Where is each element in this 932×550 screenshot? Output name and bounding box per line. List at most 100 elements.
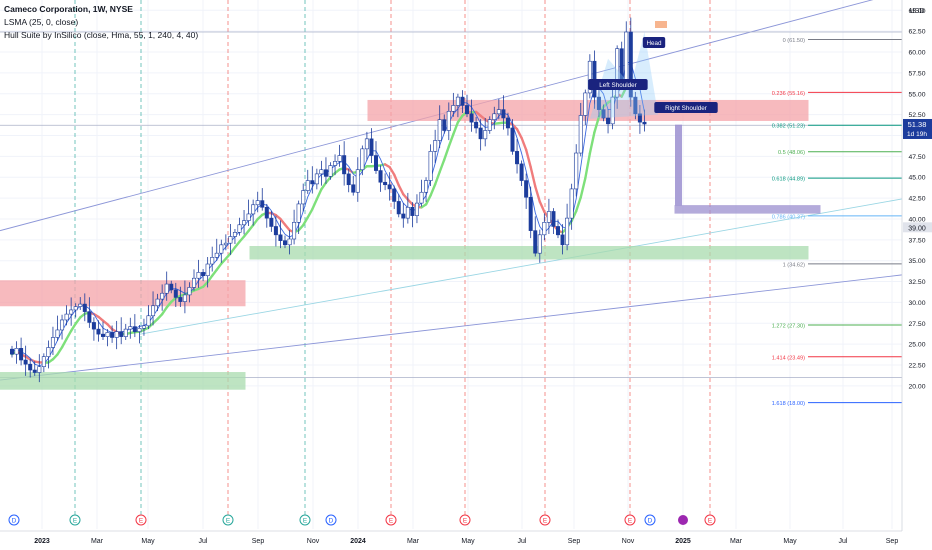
hull-seg-93	[429, 183, 437, 197]
hull-seg-99	[456, 114, 464, 124]
candle-body-32	[155, 298, 160, 307]
candle-65	[305, 169, 310, 194]
candle-55	[260, 188, 265, 211]
event-badge-label-10: D	[648, 518, 653, 525]
candle-body-120	[555, 226, 560, 236]
candle-body-43	[205, 263, 210, 277]
y-tick-1: 22.50	[908, 363, 925, 370]
candle-body-14	[73, 306, 78, 311]
event-badge-label-5: D	[329, 518, 334, 525]
hull-seg-114	[524, 148, 532, 169]
indicator-lsma[interactable]: LSMA (25, 0, close)	[4, 17, 79, 27]
candle-body-93	[433, 140, 438, 152]
candle-body-97	[451, 105, 456, 112]
label-left-shoulder: Left Shoulder	[599, 82, 636, 89]
candle-138	[637, 104, 642, 134]
candle-body-22	[110, 332, 115, 338]
candle-64	[301, 183, 306, 212]
candle-99	[460, 90, 465, 113]
candle-88	[410, 202, 415, 228]
indicator-hull[interactable]: Hull Suite by InSilico (close, Hma, 55, …	[4, 30, 199, 40]
candle-body-40	[192, 277, 197, 288]
hull-seg-97	[447, 132, 455, 148]
hull-seg-65	[302, 216, 309, 227]
candle-35	[169, 280, 174, 294]
event-badge-label-4: E	[303, 518, 308, 525]
x-tick-10: Sep	[568, 538, 581, 545]
candle-body-51	[242, 220, 247, 226]
candle-body-85	[396, 201, 401, 215]
x-tick-12: 2025	[675, 538, 691, 545]
x-tick-2: May	[141, 538, 155, 545]
candle-110	[510, 119, 515, 155]
y-tick-17: 62.50	[908, 29, 925, 36]
x-tick-7: Mar	[407, 538, 420, 545]
candle-130	[601, 104, 606, 122]
candle-body-68	[319, 169, 324, 175]
candle-49	[232, 228, 237, 244]
candle-body-104	[483, 130, 488, 140]
hull-seg-125	[575, 196, 582, 213]
candle-126	[583, 89, 588, 126]
candle-body-101	[469, 113, 474, 123]
candle-123	[569, 183, 574, 230]
candle-body-39	[187, 287, 192, 296]
candle-119	[551, 208, 556, 234]
x-tick-3: Jul	[199, 538, 208, 545]
candle-body-44	[210, 257, 215, 265]
price-axis-bg	[902, 0, 932, 550]
candle-body-89	[414, 202, 419, 216]
hull-seg-84	[388, 165, 396, 176]
candle-4	[28, 359, 33, 378]
candle-66	[310, 166, 315, 194]
supply-zone-2023	[0, 280, 246, 307]
candle-body-74	[346, 173, 351, 186]
event-badge-label-7: E	[463, 518, 468, 525]
candle-body-77	[360, 148, 365, 171]
candle-body-57	[269, 217, 274, 227]
candle-body-54	[255, 200, 260, 206]
candle-38	[182, 280, 187, 314]
candle-90	[419, 179, 424, 207]
last-price-tag	[903, 118, 932, 139]
candle-body-133	[615, 48, 620, 98]
hull-seg-13	[65, 329, 73, 341]
event-badge-4	[299, 514, 311, 526]
hull-seg-117	[538, 200, 546, 214]
candle-body-48	[228, 236, 233, 244]
candle-13	[69, 297, 74, 326]
candle-118	[546, 198, 551, 234]
symbol-title[interactable]: Cameco Corporation, 1W, NYSE	[4, 4, 133, 14]
candle-body-29	[141, 325, 146, 329]
candle-body-62	[292, 221, 297, 240]
candle-body-81	[378, 170, 383, 183]
candle-body-91	[424, 180, 429, 193]
candle-body-125	[578, 115, 583, 154]
candle-72	[337, 144, 342, 167]
candle-67	[314, 168, 319, 190]
candle-body-9	[50, 337, 55, 348]
candle-97	[451, 92, 456, 117]
marker-price-value: 39.00	[908, 225, 926, 232]
hull-seg-54	[251, 217, 259, 227]
candle-106	[492, 106, 497, 130]
candle-19	[96, 320, 101, 342]
candle-body-41	[196, 272, 201, 279]
fib-label-8: 1.414 (23.49)	[772, 355, 805, 361]
candle-body-117	[542, 221, 547, 236]
candle-89	[414, 194, 419, 224]
candle-21	[105, 329, 110, 347]
hull-seg-34	[160, 306, 168, 316]
hull-seg-66	[306, 208, 314, 219]
candle-body-118	[546, 211, 551, 223]
candle-body-99	[460, 96, 465, 106]
candle-29	[141, 318, 146, 336]
x-tick-8: May	[461, 538, 475, 545]
event-badge-3	[222, 514, 234, 526]
candle-5	[32, 361, 37, 376]
candle-103	[478, 119, 483, 151]
candle-body-70	[328, 165, 333, 177]
y-tick-10: 45.00	[908, 175, 925, 182]
